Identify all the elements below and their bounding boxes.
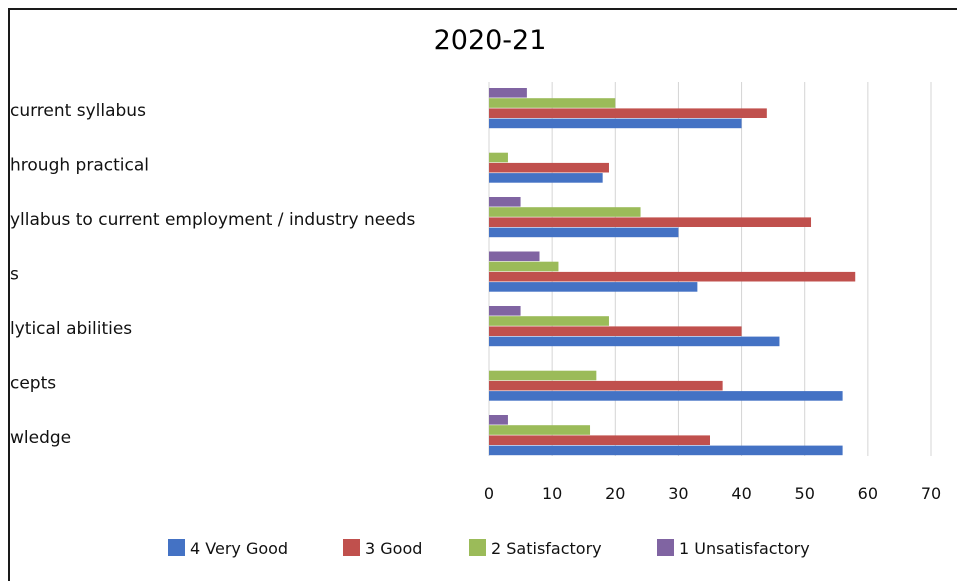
- x-tick-label: 60: [858, 484, 878, 503]
- bar: [489, 162, 609, 173]
- category-label: hrough practical: [10, 156, 149, 176]
- bar: [489, 197, 521, 207]
- bar: [489, 251, 540, 262]
- legend-swatch: [657, 539, 674, 556]
- legend-label: 3 Good: [365, 539, 422, 558]
- bar: [489, 425, 591, 435]
- legend: 4 Very Good 3 Good 2 Satisfactory 1 Unsatis…: [168, 539, 810, 558]
- bar: [489, 217, 812, 227]
- bar: [489, 391, 843, 401]
- bar: [489, 108, 767, 118]
- x-tick-label: 30: [668, 484, 688, 503]
- bar: [489, 370, 597, 381]
- legend-swatch: [343, 539, 360, 556]
- chart-title: 2020-21: [434, 25, 547, 56]
- bar: [489, 118, 742, 129]
- bar: [489, 88, 527, 98]
- bar: [489, 271, 856, 282]
- bar: [489, 98, 616, 108]
- x-tick-label: 40: [731, 484, 751, 503]
- category-label: lytical abilities: [10, 319, 132, 339]
- bar: [489, 316, 609, 326]
- category-label: s: [10, 265, 19, 285]
- x-tick-label: 10: [542, 484, 562, 503]
- bar: [489, 282, 698, 292]
- category-label: cepts: [10, 374, 56, 394]
- legend-label: 4 Very Good: [190, 539, 288, 558]
- bar: [489, 227, 679, 238]
- legend-label: 1 Unsatisfactory: [679, 539, 810, 558]
- legend-swatch: [168, 539, 185, 556]
- bar: [489, 173, 603, 183]
- bar: [489, 152, 508, 163]
- x-tick-label: 70: [921, 484, 941, 503]
- bar: [489, 207, 641, 217]
- bar: [489, 380, 723, 391]
- bars: [489, 88, 856, 456]
- bar: [489, 261, 559, 272]
- category-label: current syllabus: [10, 101, 146, 121]
- category-labels: current syllabus hrough practical yllabus …: [10, 101, 415, 448]
- legend-label: 2 Satisfactory: [491, 539, 602, 558]
- x-tick-label: 20: [605, 484, 625, 503]
- bar: [489, 336, 780, 347]
- x-tick-label: 50: [795, 484, 815, 503]
- bar: [489, 435, 710, 445]
- category-label: yllabus to current employment / industry…: [10, 210, 415, 230]
- legend-swatch: [469, 539, 486, 556]
- bar: [489, 306, 521, 316]
- bar: [489, 415, 508, 425]
- x-tick-label: 0: [484, 484, 494, 503]
- bar: [489, 326, 742, 336]
- category-label: wledge: [10, 428, 71, 448]
- x-axis-ticks: 0 10 20 30 40 50 60 70: [484, 484, 941, 503]
- chart-frame: [8, 8, 957, 581]
- bar: [489, 445, 843, 456]
